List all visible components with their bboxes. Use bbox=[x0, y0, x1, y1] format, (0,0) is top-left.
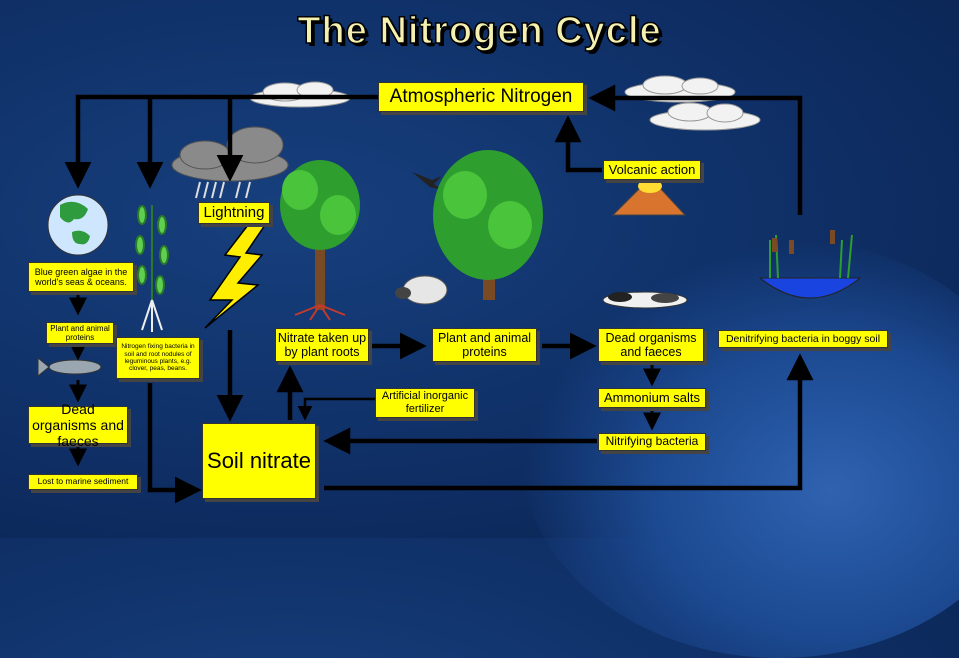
rain-icon bbox=[195, 181, 251, 199]
fish-icon bbox=[37, 356, 102, 378]
arrow-fertilizer-to-soil bbox=[297, 397, 375, 421]
label-dead-organisms-left: Dead organisms and faeces bbox=[28, 401, 128, 449]
bog-icon bbox=[758, 230, 862, 299]
sheep-icon bbox=[395, 275, 448, 305]
label-nitrogen-fixing-bacteria: Nitrogen fixing bacteria in soil and roo… bbox=[116, 337, 200, 379]
label-denitrifying-bacteria: Denitrifying bacteria in boggy soil bbox=[718, 330, 888, 348]
globe-icon bbox=[47, 194, 109, 256]
arrow-denitrify-to-atmo bbox=[588, 84, 803, 215]
label-lightning: Lightning bbox=[198, 202, 270, 224]
cloud-right-lower bbox=[649, 102, 761, 131]
label-plant-animal-proteins-left: Plant and animal proteins bbox=[46, 322, 114, 344]
illustrations bbox=[37, 75, 862, 378]
tree-right-icon bbox=[433, 150, 543, 300]
bird-icon bbox=[412, 172, 442, 190]
arrows bbox=[64, 84, 814, 504]
arrow-legume-to-soil bbox=[147, 383, 202, 504]
arrow-volcanic-to-atmo bbox=[554, 115, 602, 173]
label-plant-animal-proteins-center: Plant and animal proteins bbox=[432, 328, 537, 362]
label-volcanic-action: Volcanic action bbox=[603, 160, 701, 180]
label-lost-to-marine-sediment: Lost to marine sediment bbox=[28, 474, 138, 490]
label-artificial-fertilizer: Artificial inorganic fertilizer bbox=[375, 388, 475, 418]
label-atmospheric-nitrogen: Atmospheric Nitrogen bbox=[378, 82, 584, 112]
label-nitrate-taken-up: Nitrate taken up by plant roots bbox=[275, 328, 369, 362]
tree-left-icon bbox=[280, 160, 360, 321]
volcano-icon bbox=[611, 179, 687, 216]
diagram-title: The Nitrogen Cycle bbox=[297, 9, 662, 53]
lightning-bolt-icon bbox=[204, 224, 267, 329]
label-nitrifying-bacteria: Nitrifying bacteria bbox=[598, 433, 706, 451]
label-ammonium-salts: Ammonium salts bbox=[598, 388, 706, 408]
arrow-atmo-to-globe bbox=[64, 94, 378, 189]
arrow-soil-to-denitrify bbox=[324, 353, 814, 491]
label-dead-organisms-right: Dead organisms and faeces bbox=[598, 328, 704, 362]
label-blue-green-algae: Blue green algae in the world's seas & o… bbox=[28, 262, 134, 292]
label-soil-nitrate: Soil nitrate bbox=[202, 423, 316, 499]
legume-plant-icon bbox=[135, 205, 169, 332]
dead-animal-icon bbox=[602, 291, 688, 309]
